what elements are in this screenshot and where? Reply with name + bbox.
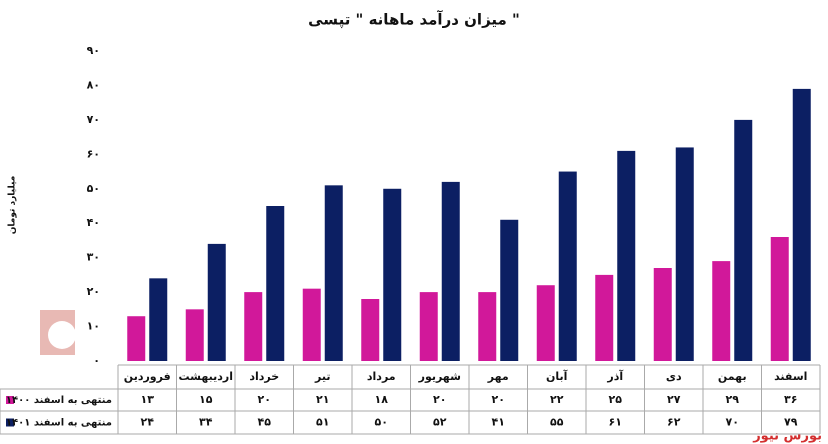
bar bbox=[500, 219, 519, 361]
data-label: ۵۵ bbox=[550, 416, 564, 429]
bar bbox=[127, 316, 146, 361]
logo bbox=[40, 310, 76, 355]
data-label: ۲۷ bbox=[667, 393, 681, 406]
bar bbox=[617, 150, 636, 361]
data-label: ۲۹ bbox=[726, 393, 740, 406]
x-tick-label: بهمن bbox=[718, 370, 747, 383]
bar bbox=[302, 288, 321, 361]
bar bbox=[478, 292, 497, 361]
y-tick-label: ۷۰ bbox=[87, 113, 100, 126]
bar bbox=[653, 268, 672, 361]
data-label: ۳۴ bbox=[199, 416, 213, 429]
data-label: ۵۲ bbox=[433, 416, 447, 429]
bar bbox=[734, 119, 753, 361]
bar bbox=[149, 278, 168, 361]
data-label: ۱۵ bbox=[199, 393, 213, 406]
x-tick-label: آذر bbox=[606, 369, 623, 383]
legend-label: منتهی به اسفند ۱۴۰۱ bbox=[6, 418, 112, 429]
x-tick-label: تیر bbox=[314, 370, 330, 383]
data-label: ۱۸ bbox=[375, 393, 389, 406]
y-tick-label: ۱۰ bbox=[87, 320, 100, 333]
data-label: ۴۵ bbox=[258, 416, 272, 429]
bar bbox=[792, 88, 811, 361]
bar bbox=[361, 299, 380, 361]
x-tick-label: فروردین bbox=[124, 370, 171, 383]
y-tick-label: ۸۰ bbox=[87, 78, 100, 91]
legend-label: منتهی به اسفند ۱۴۰۰ bbox=[6, 395, 112, 406]
y-tick-label: ۳۰ bbox=[87, 251, 100, 264]
x-tick-label: اردیبهشت bbox=[179, 370, 233, 383]
legend-swatch bbox=[6, 396, 14, 404]
bar bbox=[207, 243, 226, 361]
data-label: ۱۳ bbox=[141, 393, 155, 406]
x-tick-label: دی bbox=[666, 370, 682, 383]
data-label: ۵۱ bbox=[316, 416, 329, 429]
bar bbox=[712, 261, 731, 361]
bar bbox=[441, 181, 460, 361]
y-tick-label: ۰ bbox=[93, 354, 100, 367]
data-label: ۴۱ bbox=[492, 416, 505, 429]
data-label: ۲۲ bbox=[550, 393, 564, 406]
y-tick-label: ۴۰ bbox=[87, 216, 100, 229]
bar bbox=[383, 188, 402, 361]
x-tick-label: اسفند bbox=[774, 370, 807, 383]
data-label: ۶۲ bbox=[667, 416, 681, 429]
bar bbox=[536, 285, 555, 361]
bar bbox=[324, 185, 343, 361]
data-label: ۲۴ bbox=[141, 416, 155, 429]
y-tick-label: ۹۰ bbox=[87, 44, 100, 57]
data-label: ۲۰ bbox=[258, 393, 271, 406]
x-tick-label: مهر bbox=[487, 370, 509, 383]
bar bbox=[266, 206, 285, 361]
bar bbox=[558, 171, 577, 361]
x-tick-label: شهریور bbox=[418, 370, 461, 383]
y-tick-label: ۶۰ bbox=[87, 147, 100, 160]
source: بورس نیوز bbox=[752, 429, 822, 444]
legend-swatch bbox=[6, 418, 14, 427]
y-tick-label: ۵۰ bbox=[87, 182, 100, 195]
bar bbox=[595, 274, 614, 361]
data-label: ۲۰ bbox=[492, 393, 505, 406]
x-tick-label: مرداد bbox=[367, 370, 396, 383]
bar bbox=[185, 309, 204, 361]
data-label: ۷۹ bbox=[784, 416, 798, 429]
y-tick-label: ۲۰ bbox=[87, 285, 100, 298]
data-label: ۳۶ bbox=[784, 393, 797, 406]
data-label: ۵۰ bbox=[375, 416, 388, 429]
data-label: ۷۰ bbox=[726, 416, 739, 429]
data-label: ۲۱ bbox=[316, 393, 329, 406]
data-label: ۲۰ bbox=[433, 393, 446, 406]
chart-title: میزان درآمد ماهانه " تپسی " bbox=[308, 11, 520, 30]
bar bbox=[419, 292, 438, 361]
bar bbox=[244, 292, 263, 361]
data-label: ۲۵ bbox=[609, 393, 623, 406]
x-tick-label: آبان bbox=[546, 369, 568, 383]
data-label: ۶۱ bbox=[609, 416, 622, 429]
bar bbox=[770, 237, 789, 361]
y-axis-label: میلیارد تومان bbox=[8, 176, 18, 235]
bar bbox=[675, 147, 694, 361]
x-tick-label: خرداد bbox=[249, 370, 279, 383]
